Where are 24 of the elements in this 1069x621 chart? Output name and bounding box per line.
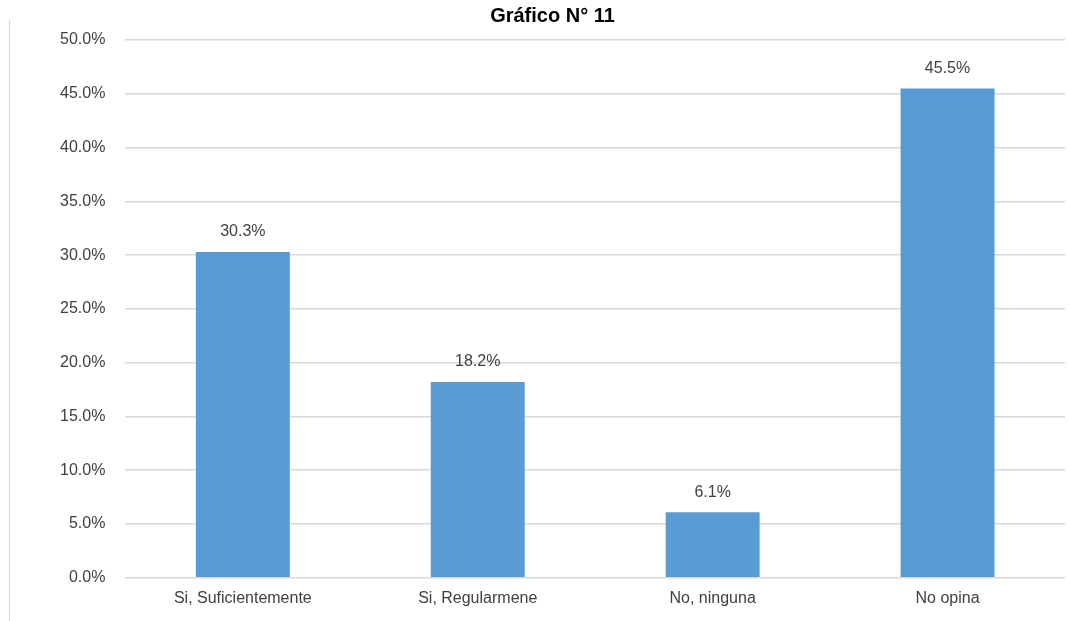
y-tick-label: 20.0% xyxy=(59,353,106,371)
y-tick-label: 10.0% xyxy=(59,460,106,478)
bar xyxy=(195,251,290,578)
x-tick-label: Si, Regularmene xyxy=(418,588,538,606)
x-tick-label: Si, Suficientemente xyxy=(173,588,312,606)
y-tick-label: 0.0% xyxy=(68,568,106,586)
y-tick-label: 25.0% xyxy=(59,299,106,317)
x-tick-label: No opina xyxy=(915,588,980,606)
x-tick-label: No, ninguna xyxy=(669,588,756,606)
y-tick-label: 15.0% xyxy=(59,406,106,424)
y-tick-label: 5.0% xyxy=(68,514,106,532)
y-tick-label: 35.0% xyxy=(59,191,106,209)
data-label: 30.3% xyxy=(220,222,266,240)
bar xyxy=(430,382,525,578)
y-tick-label: 40.0% xyxy=(59,137,106,155)
bar xyxy=(665,512,760,578)
y-tick-label: 50.0% xyxy=(59,30,106,48)
chart-title: Gráfico N° 11 xyxy=(490,3,615,26)
data-label: 45.5% xyxy=(924,58,971,76)
data-label: 6.1% xyxy=(694,482,731,500)
bar xyxy=(900,88,995,578)
data-label: 18.2% xyxy=(455,352,501,370)
y-tick-label: 30.0% xyxy=(59,245,106,263)
y-tick-label: 45.0% xyxy=(59,84,106,102)
